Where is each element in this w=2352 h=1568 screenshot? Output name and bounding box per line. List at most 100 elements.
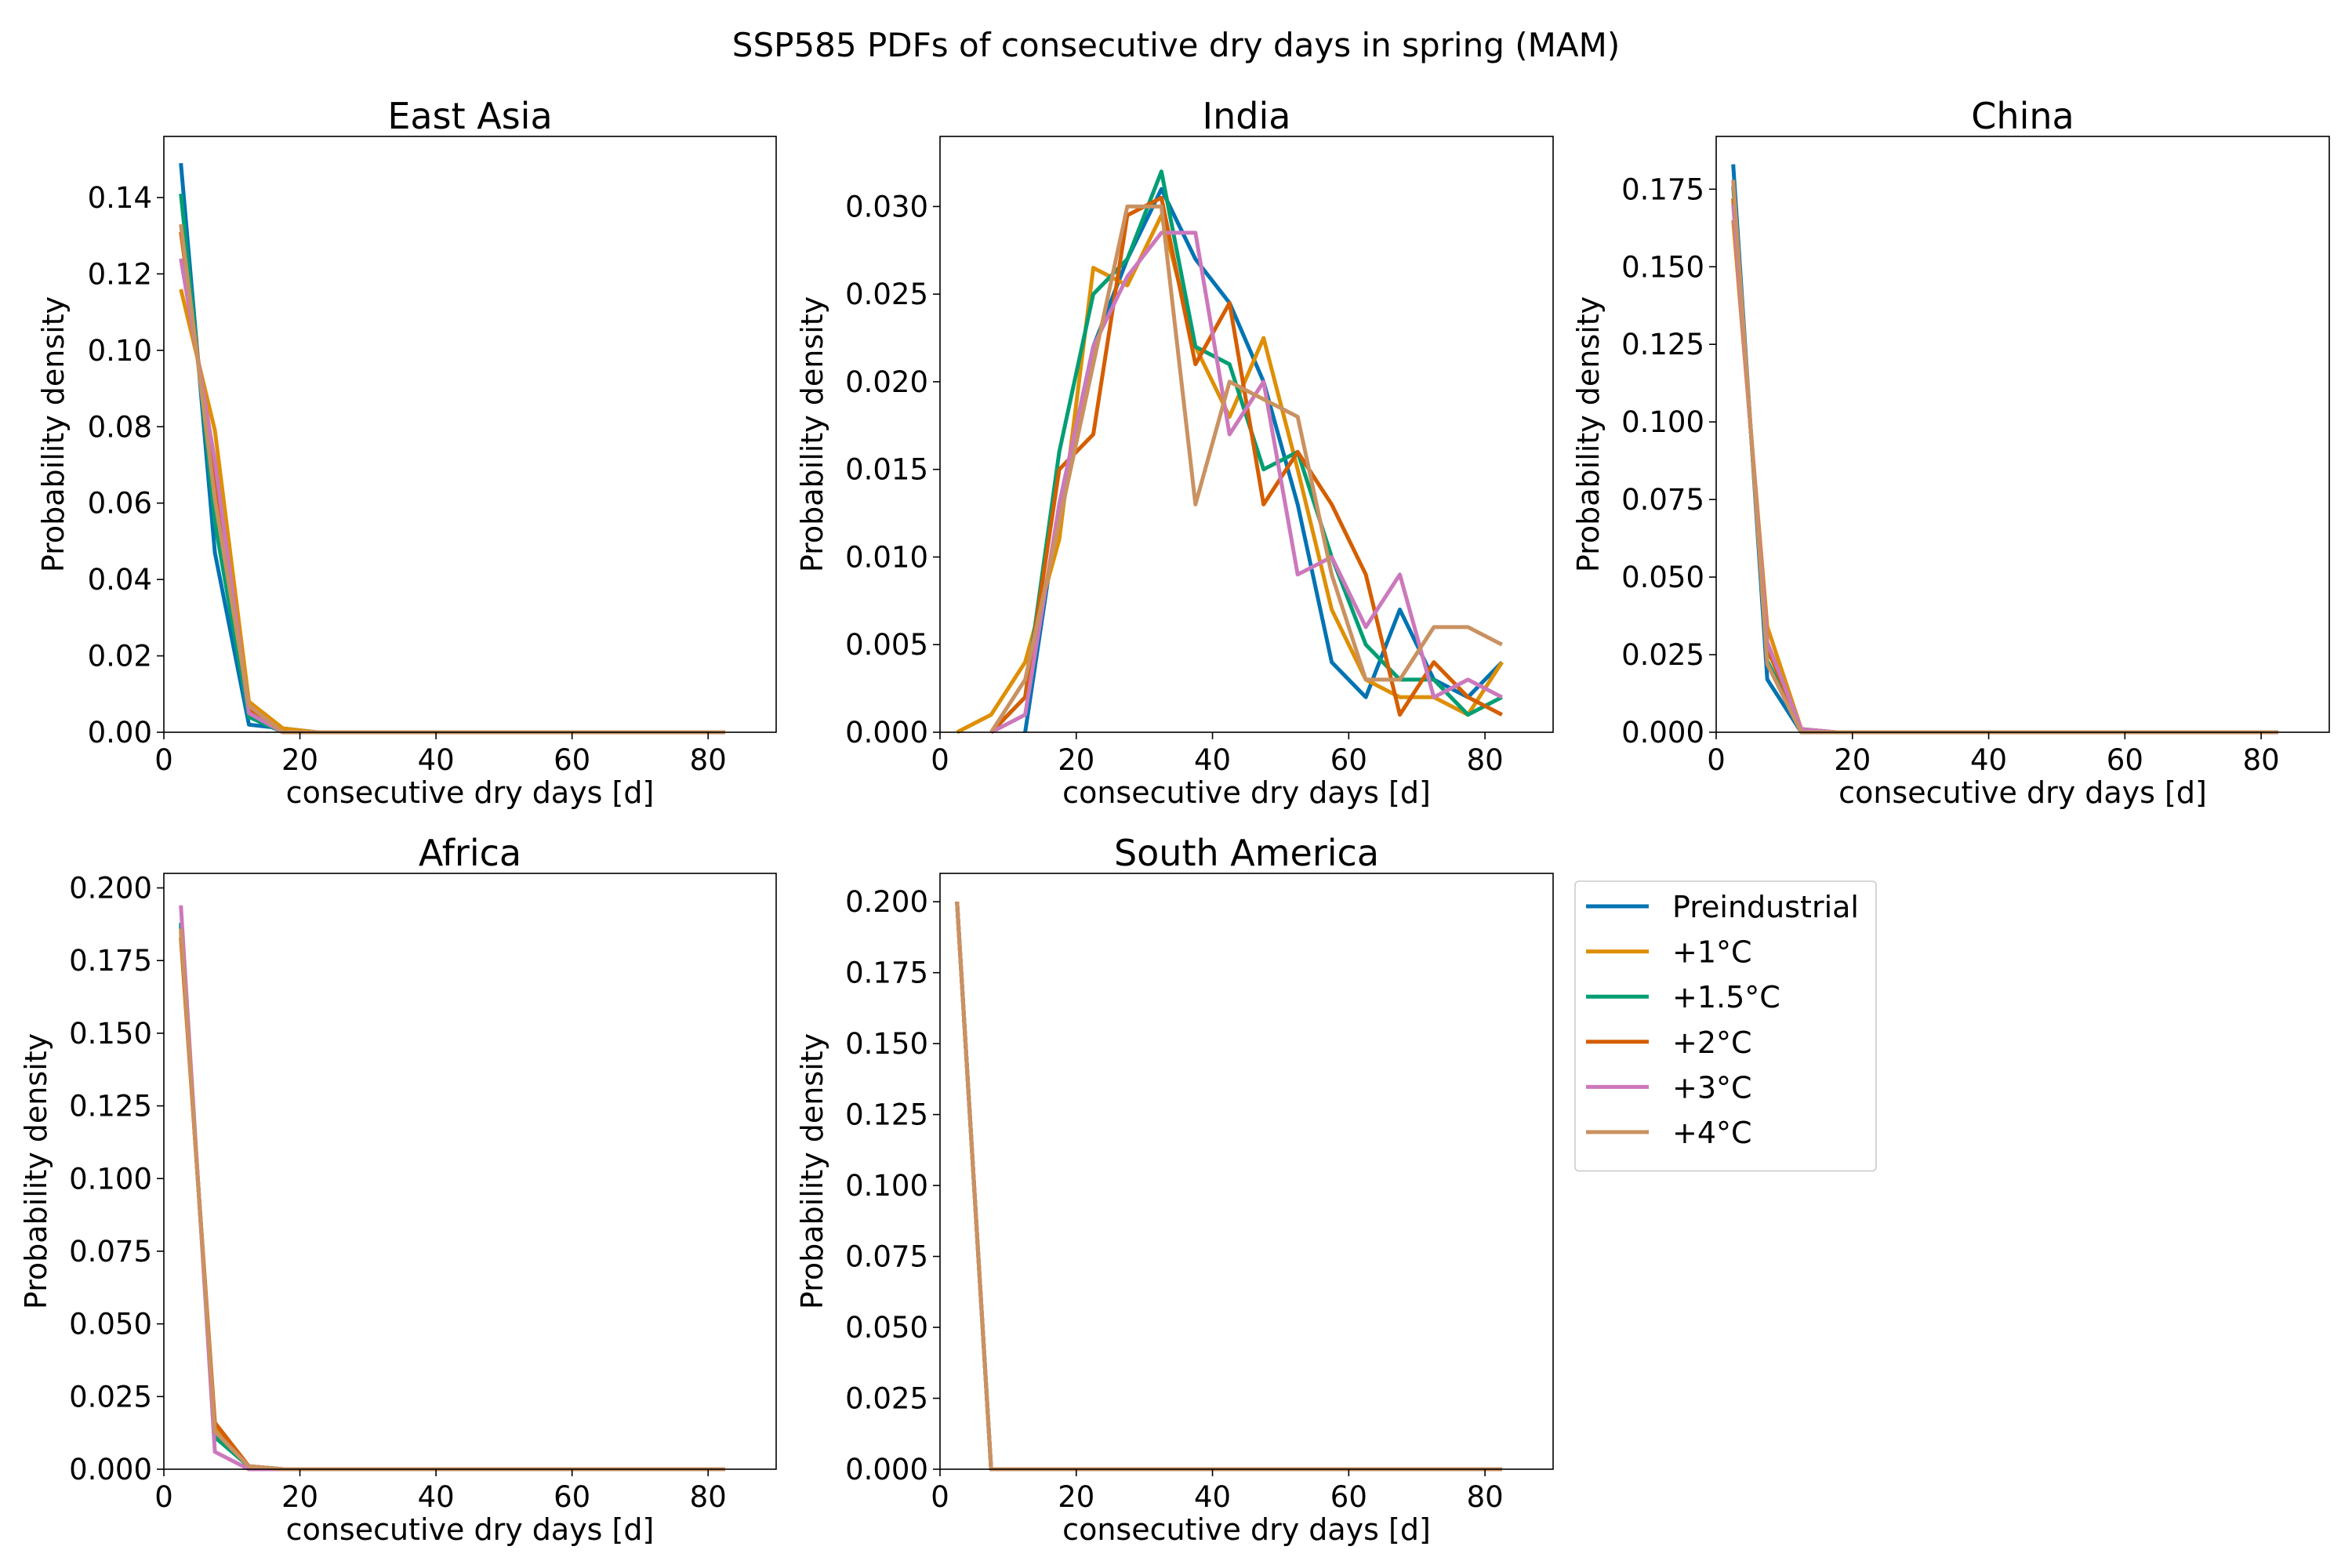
series-line bbox=[179, 258, 725, 735]
y-tick-label: 0.100 bbox=[845, 1169, 928, 1203]
y-axis-label: Probability density bbox=[36, 296, 71, 572]
x-axis-label: consecutive dry days [d] bbox=[286, 775, 655, 810]
series-line bbox=[1731, 164, 2278, 735]
x-tick-label: 0 bbox=[931, 1480, 949, 1514]
series-lines bbox=[956, 169, 1504, 735]
legend: Preindustrial +1°C +1.5°C +2°C +3°C +4°C bbox=[1574, 880, 1877, 1172]
series-line bbox=[179, 937, 725, 1472]
x-tick-label: 40 bbox=[418, 1480, 455, 1514]
legend-label: +4°C bbox=[1672, 1116, 1752, 1150]
chart-panel: China 0 20 40 60 80 0.000 0.025 0.050 0.075 0.100 0… bbox=[1571, 95, 2330, 810]
y-tick-label: 0.025 bbox=[845, 1382, 928, 1416]
y-tick-label: 0.015 bbox=[845, 453, 928, 487]
chart-panels: East Asia 0 20 40 60 80 0.00 0.02 0.04 0.06 0.08 0.… bbox=[19, 95, 2330, 1547]
series-line bbox=[1731, 186, 2278, 735]
series-line bbox=[179, 193, 725, 735]
series-line bbox=[990, 230, 1503, 735]
series-lines bbox=[955, 902, 1502, 1472]
x-axis-label: consecutive dry days [d] bbox=[1062, 775, 1431, 810]
x-tick-label: 20 bbox=[1834, 743, 1871, 777]
y-tick-label: 0.125 bbox=[845, 1098, 928, 1132]
y-tick-label: 0.020 bbox=[845, 365, 928, 399]
series-line bbox=[179, 223, 725, 735]
legend-frame bbox=[1574, 880, 1877, 1172]
y-tick-label: 0.00 bbox=[88, 716, 152, 750]
y-tick-label: 0.12 bbox=[88, 257, 152, 291]
panel-title: South America bbox=[1114, 832, 1379, 874]
x-tick-label: 0 bbox=[931, 743, 949, 777]
series-line bbox=[955, 902, 1502, 1472]
y-axis-label: Probability density bbox=[795, 1033, 829, 1309]
plot-frame bbox=[163, 136, 777, 733]
y-tick-label: 0.050 bbox=[69, 1308, 152, 1341]
legend-label: +2°C bbox=[1672, 1025, 1752, 1060]
y-tick-label: 0.000 bbox=[845, 716, 928, 750]
series-line bbox=[179, 931, 725, 1472]
series-line bbox=[1731, 204, 2278, 735]
y-tick-label: 0.08 bbox=[88, 410, 152, 444]
y-tick-label: 0.010 bbox=[845, 540, 928, 574]
series-line bbox=[179, 289, 725, 735]
y-tick-label: 0.125 bbox=[1621, 328, 1704, 361]
plot-frame bbox=[1715, 136, 2330, 733]
series-line bbox=[1731, 180, 2278, 735]
y-tick-label: 0.000 bbox=[845, 1453, 928, 1486]
x-tick-label: 20 bbox=[281, 1480, 318, 1514]
x-axis-label: consecutive dry days [d] bbox=[1062, 1512, 1431, 1547]
x-tick-label: 0 bbox=[154, 1480, 173, 1514]
y-tick-label: 0.075 bbox=[1621, 483, 1704, 517]
series-line bbox=[955, 902, 1502, 1472]
x-axis-label: consecutive dry days [d] bbox=[1838, 775, 2207, 810]
x-tick-label: 0 bbox=[1707, 743, 1726, 777]
y-axis-label: Probability density bbox=[19, 1033, 53, 1309]
series-line bbox=[955, 902, 1502, 1472]
y-axis-label: Probability density bbox=[795, 296, 829, 572]
x-tick-label: 20 bbox=[1058, 743, 1094, 777]
series-lines bbox=[179, 162, 725, 735]
y-tick-label: 0.100 bbox=[1621, 405, 1704, 439]
series-line bbox=[179, 905, 725, 1472]
y-tick-label: 0.050 bbox=[845, 1311, 928, 1345]
series-line bbox=[955, 902, 1502, 1472]
x-axis-label: consecutive dry days [d] bbox=[286, 1512, 655, 1547]
legend-label: +3°C bbox=[1672, 1070, 1752, 1105]
x-tick-label: 80 bbox=[1467, 1480, 1504, 1514]
x-tick-label: 60 bbox=[1330, 1480, 1367, 1514]
x-tick-label: 80 bbox=[1467, 743, 1504, 777]
series-line bbox=[1731, 198, 2278, 735]
x-tick-label: 60 bbox=[1330, 743, 1367, 777]
y-tick-label: 0.005 bbox=[845, 628, 928, 662]
y-tick-label: 0.030 bbox=[845, 190, 928, 223]
y-tick-label: 0.10 bbox=[88, 334, 152, 368]
y-tick-label: 0.06 bbox=[88, 487, 152, 521]
y-tick-label: 0.025 bbox=[69, 1380, 152, 1414]
x-tick-label: 40 bbox=[1194, 743, 1231, 777]
y-tick-label: 0.150 bbox=[69, 1017, 152, 1051]
y-tick-label: 0.14 bbox=[88, 181, 152, 215]
x-tick-label: 40 bbox=[418, 743, 455, 777]
y-tick-label: 0.200 bbox=[845, 885, 928, 919]
plot-frame bbox=[163, 873, 777, 1470]
x-tick-label: 80 bbox=[690, 743, 727, 777]
chart-panel: Africa 0 20 40 60 80 0.000 0.025 0.050 0.075 0.100… bbox=[19, 832, 777, 1547]
series-line bbox=[1731, 220, 2278, 735]
series-line bbox=[989, 204, 1503, 734]
panel-title: India bbox=[1203, 95, 1291, 137]
x-tick-label: 20 bbox=[281, 743, 318, 777]
y-tick-label: 0.075 bbox=[845, 1240, 928, 1274]
y-tick-label: 0.175 bbox=[845, 956, 928, 990]
series-line bbox=[179, 231, 725, 735]
x-tick-label: 40 bbox=[1970, 743, 2007, 777]
y-tick-label: 0.025 bbox=[845, 278, 928, 311]
plot-frame bbox=[939, 136, 1554, 733]
x-tick-label: 80 bbox=[2243, 743, 2280, 777]
y-tick-label: 0.150 bbox=[845, 1027, 928, 1061]
chart-panel: India 0 20 40 60 80 0.000 0.005 0.010 0.015 0.020 0… bbox=[795, 95, 1554, 810]
series-line bbox=[989, 169, 1503, 734]
x-tick-label: 80 bbox=[690, 1480, 727, 1514]
y-tick-label: 0.175 bbox=[1621, 172, 1704, 206]
chart-panel: South America 0 20 40 60 80 0.000 0.025 0.050 0.0… bbox=[795, 832, 1554, 1547]
legend-label: +1°C bbox=[1672, 935, 1752, 970]
y-tick-label: 0.175 bbox=[69, 944, 152, 978]
legend-label: +1.5°C bbox=[1672, 980, 1780, 1014]
